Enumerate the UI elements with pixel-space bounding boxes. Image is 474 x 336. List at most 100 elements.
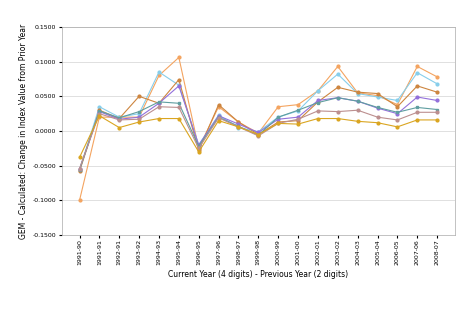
Hungary <box>176 101 182 105</box>
Hungary <box>375 106 381 110</box>
Line: Czech Republic: Czech Republic <box>78 106 438 170</box>
Hungary <box>335 96 341 100</box>
Slovenia <box>97 115 102 119</box>
Hungary <box>394 110 400 114</box>
Slovak Republic <box>176 83 182 87</box>
Hungary <box>275 115 281 119</box>
Poland <box>196 143 201 147</box>
Czech Republic <box>136 117 142 121</box>
Line: Bulgaria: Bulgaria <box>78 114 438 159</box>
Hungary <box>156 100 162 104</box>
Bulgaria <box>375 121 381 125</box>
Slovak Republic <box>414 71 420 75</box>
Czech Republic <box>295 117 301 121</box>
Czech Republic <box>236 125 241 129</box>
Poland <box>236 122 241 126</box>
Slovenia <box>414 65 420 69</box>
Slovenia <box>236 120 241 124</box>
Y-axis label: GEM - Calculated: Change in Index Value from Prior Year: GEM - Calculated: Change in Index Value … <box>19 24 28 239</box>
Slovenia <box>275 105 281 109</box>
Poland <box>77 167 82 171</box>
Slovak Republic <box>335 72 341 76</box>
Czech Republic <box>97 112 102 116</box>
Poland <box>335 96 341 100</box>
Slovak Republic <box>77 168 82 172</box>
Poland <box>97 110 102 114</box>
Hungary <box>136 110 142 114</box>
Hungary <box>434 108 440 112</box>
Slovenia <box>117 115 122 119</box>
Hungary <box>97 109 102 113</box>
Romania <box>414 84 420 88</box>
Romania <box>77 169 82 173</box>
Romania <box>236 120 241 124</box>
Slovak Republic <box>196 143 201 147</box>
X-axis label: Current Year (4 digits) - Previous Year (2 digits): Current Year (4 digits) - Previous Year … <box>168 270 348 279</box>
Slovenia <box>315 89 321 93</box>
Slovak Republic <box>136 112 142 116</box>
Line: Hungary: Hungary <box>78 96 438 171</box>
Bulgaria <box>216 119 221 123</box>
Romania <box>117 117 122 121</box>
Czech Republic <box>355 108 361 112</box>
Romania <box>97 108 102 112</box>
Hungary <box>315 100 321 104</box>
Czech Republic <box>375 115 381 119</box>
Poland <box>117 117 122 121</box>
Slovenia <box>77 199 82 203</box>
Bulgaria <box>97 114 102 118</box>
Slovak Republic <box>434 82 440 86</box>
Slovak Republic <box>315 89 321 93</box>
Romania <box>255 132 261 136</box>
Czech Republic <box>196 146 201 151</box>
Hungary <box>117 116 122 120</box>
Slovak Republic <box>117 115 122 119</box>
Romania <box>275 120 281 124</box>
Bulgaria <box>434 118 440 122</box>
Bulgaria <box>315 117 321 121</box>
Romania <box>315 100 321 104</box>
Czech Republic <box>315 109 321 113</box>
Slovak Republic <box>255 130 261 134</box>
Hungary <box>355 99 361 103</box>
Slovenia <box>156 74 162 78</box>
Romania <box>335 85 341 89</box>
Slovak Republic <box>156 70 162 74</box>
Bulgaria <box>335 117 341 121</box>
Poland <box>255 130 261 134</box>
Bulgaria <box>136 120 142 124</box>
Bulgaria <box>255 132 261 136</box>
Line: Poland: Poland <box>78 85 438 171</box>
Czech Republic <box>117 118 122 122</box>
Hungary <box>295 108 301 112</box>
Bulgaria <box>236 125 241 129</box>
Poland <box>176 84 182 88</box>
Czech Republic <box>394 118 400 122</box>
Slovenia <box>196 146 201 151</box>
Czech Republic <box>77 167 82 171</box>
Slovenia <box>255 131 261 135</box>
Poland <box>414 95 420 99</box>
Czech Republic <box>414 110 420 114</box>
Romania <box>216 102 221 107</box>
Hungary <box>414 106 420 110</box>
Bulgaria <box>176 117 182 121</box>
Slovenia <box>216 105 221 109</box>
Poland <box>315 98 321 102</box>
Poland <box>156 101 162 105</box>
Slovenia <box>355 91 361 95</box>
Poland <box>434 98 440 102</box>
Poland <box>295 115 301 119</box>
Slovak Republic <box>275 115 281 119</box>
Czech Republic <box>216 116 221 120</box>
Slovenia <box>434 75 440 79</box>
Romania <box>136 94 142 98</box>
Slovak Republic <box>295 109 301 113</box>
Poland <box>375 106 381 110</box>
Romania <box>156 101 162 105</box>
Poland <box>394 112 400 116</box>
Slovak Republic <box>394 98 400 102</box>
Czech Republic <box>335 110 341 114</box>
Bulgaria <box>156 117 162 121</box>
Bulgaria <box>77 156 82 160</box>
